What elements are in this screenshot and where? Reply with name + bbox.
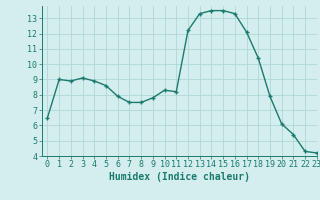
X-axis label: Humidex (Indice chaleur): Humidex (Indice chaleur) [109, 172, 250, 182]
